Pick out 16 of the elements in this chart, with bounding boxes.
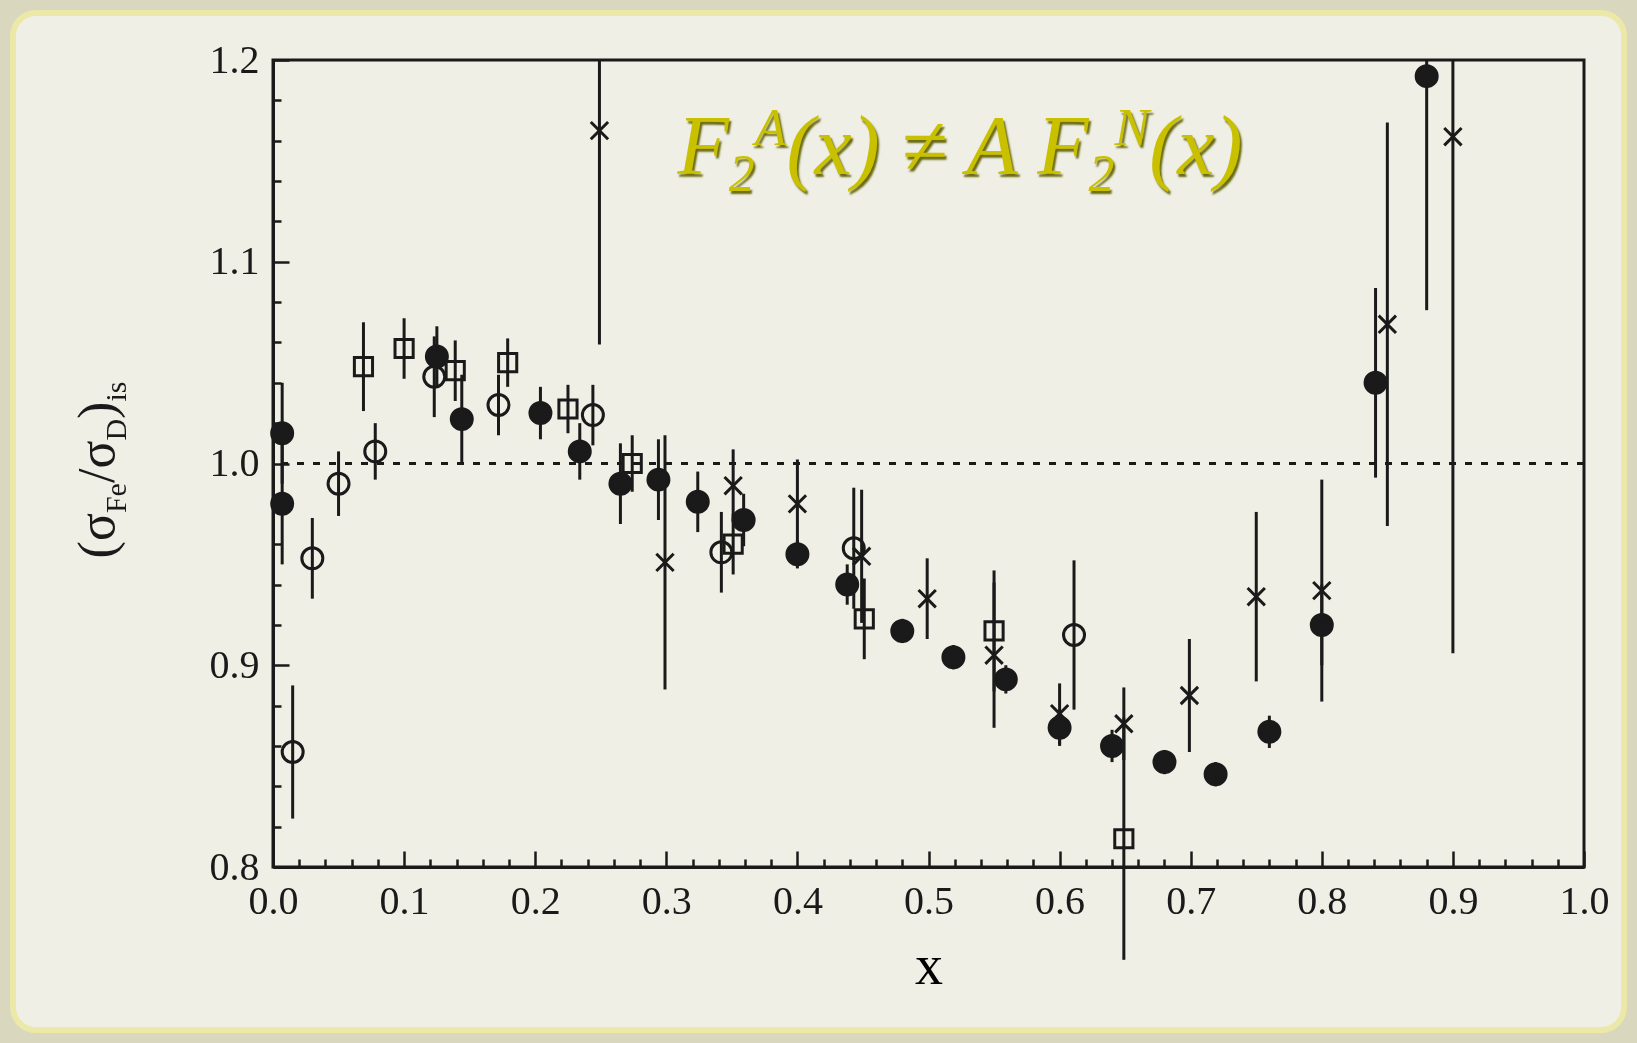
y-tick-label: 0.9 bbox=[209, 641, 260, 687]
x-axis-title: x bbox=[915, 933, 943, 996]
y-tick-label: 1.1 bbox=[209, 238, 260, 284]
x-tick-label: 0.6 bbox=[1035, 877, 1086, 923]
annotation: F$_{2}$$^{A}$(x) ≠ A F$_{2}$$^{N}$(x) bbox=[677, 97, 1243, 204]
x-tick-label: 1.0 bbox=[1559, 877, 1610, 923]
x-tick-label: 0.7 bbox=[1166, 877, 1217, 923]
x-tick-label: 0.4 bbox=[772, 877, 823, 923]
x-tick-label: 0.5 bbox=[904, 877, 954, 923]
x-tick-label: 0.2 bbox=[510, 877, 561, 923]
y-tick-label: 1.2 bbox=[209, 36, 260, 82]
x-tick-label: 0.3 bbox=[641, 877, 692, 923]
y-tick-label: 1.0 bbox=[209, 440, 260, 485]
x-tick-label: 0.8 bbox=[1297, 877, 1348, 923]
x-tick-label: 0.1 bbox=[379, 877, 430, 923]
x-tick-label: 0.9 bbox=[1428, 877, 1479, 923]
